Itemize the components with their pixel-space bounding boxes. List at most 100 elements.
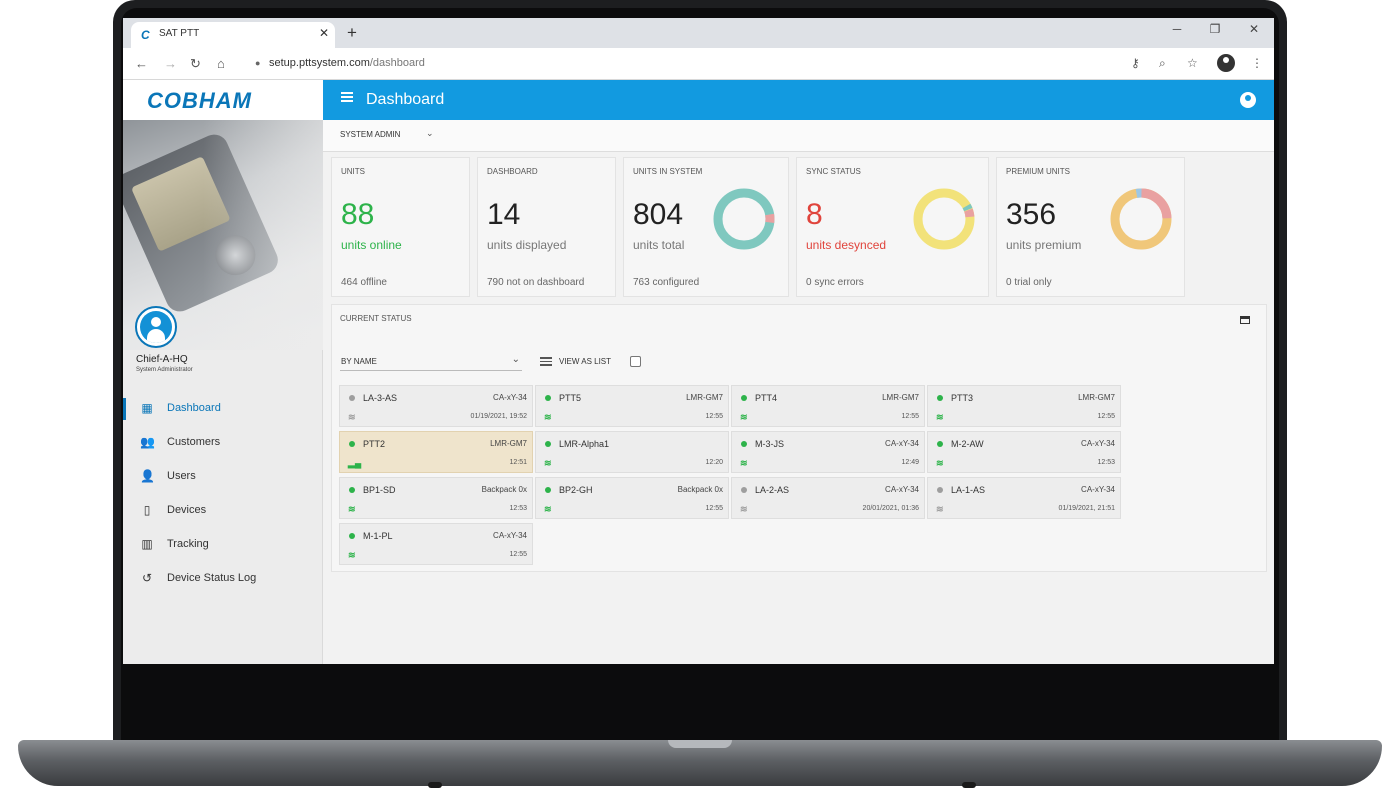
unit-time: 12:55 xyxy=(705,505,723,512)
sidebar-item-customers[interactable]: 👥 Customers xyxy=(123,426,323,460)
window-close-icon[interactable]: ✕ xyxy=(1248,22,1260,36)
unit-type: CA-xY-34 xyxy=(493,531,527,540)
reload-icon[interactable]: ↻ xyxy=(190,56,201,71)
kpi-footer: 790 not on dashboard xyxy=(487,277,585,288)
wifi-icon: ≋ xyxy=(740,504,748,514)
unit-type: Backpack 0x xyxy=(677,485,723,494)
device-icon: ▯ xyxy=(143,503,151,517)
unit-tile[interactable]: M-1-PL CA-xY-34 ≋ 12:55 xyxy=(339,523,533,565)
unit-tile[interactable]: LA-2-AS CA-xY-34 ≋ 20/01/2021, 01:36 xyxy=(731,477,925,519)
user-role: System Administrator xyxy=(136,367,193,373)
unit-tile[interactable]: PTT3 LMR-GM7 ≋ 12:55 xyxy=(927,385,1121,427)
sidebar-item-device-status-log[interactable]: ↺ Device Status Log xyxy=(123,562,323,596)
maximize-panel-icon[interactable] xyxy=(1240,316,1250,324)
wifi-icon: ≋ xyxy=(936,412,944,422)
unit-type: CA-xY-34 xyxy=(493,393,527,402)
unit-tile[interactable]: BP2-GH Backpack 0x ≋ 12:55 xyxy=(535,477,729,519)
kpi-value: 88 xyxy=(341,198,375,231)
status-dot-icon xyxy=(741,395,747,401)
avatar[interactable] xyxy=(135,306,177,348)
view-as-list-label: VIEW AS LIST xyxy=(559,357,612,366)
sidebar-item-label: Users xyxy=(167,470,196,482)
wifi-icon: ≋ xyxy=(936,458,944,468)
app-header: Dashboard xyxy=(323,80,1274,120)
new-tab-button[interactable]: + xyxy=(347,23,357,42)
current-status-panel: CURRENT STATUS BY NAME ⌄ VIEW AS LIST LA… xyxy=(331,304,1267,572)
menu-icon[interactable] xyxy=(341,92,353,102)
unit-tile[interactable]: LA-3-AS CA-xY-34 ≋ 01/19/2021, 19:52 xyxy=(339,385,533,427)
unit-time: 12:55 xyxy=(509,551,527,558)
kpi-title: SYNC STATUS xyxy=(806,167,861,176)
unit-name: BP2-GH xyxy=(559,485,593,495)
forward-icon[interactable]: → xyxy=(164,56,177,71)
sidebar-item-users[interactable]: 👤 Users xyxy=(123,460,323,494)
unit-tile[interactable]: PTT4 LMR-GM7 ≋ 12:55 xyxy=(731,385,925,427)
key-icon[interactable]: ⚷ xyxy=(1131,56,1140,70)
unit-name: PTT3 xyxy=(951,393,974,403)
dashboard-icon: ▦ xyxy=(141,401,153,415)
unit-time: 12:55 xyxy=(1097,413,1115,420)
customers-icon: 👥 xyxy=(140,435,155,449)
kpi-value: 8 xyxy=(806,198,823,231)
wifi-icon: ≋ xyxy=(740,458,748,468)
unit-name: M-1-PL xyxy=(363,531,393,541)
sidebar-nav: ▦ Dashboard 👥 Customers 👤 Users ▯ Device… xyxy=(123,392,323,596)
unit-tile[interactable]: M-3-JS CA-xY-34 ≋ 12:49 xyxy=(731,431,925,473)
unit-time: 12:53 xyxy=(509,505,527,512)
wifi-icon: ≋ xyxy=(348,504,356,514)
sort-select[interactable]: BY NAME ⌄ xyxy=(340,353,522,371)
lock-icon: ● xyxy=(255,58,261,68)
profile-icon[interactable] xyxy=(1217,54,1235,72)
sidebar-item-label: Dashboard xyxy=(167,402,221,414)
minimize-icon[interactable]: ─ xyxy=(1172,22,1182,36)
status-dot-icon xyxy=(545,487,551,493)
unit-type: LMR-GM7 xyxy=(490,439,527,448)
laptop-foot xyxy=(428,782,442,788)
unit-tile[interactable]: LA-1-AS CA-xY-34 ≋ 01/19/2021, 21:51 xyxy=(927,477,1121,519)
maximize-icon[interactable]: ❐ xyxy=(1209,22,1221,36)
brand-logo[interactable]: COBHAM xyxy=(123,80,323,120)
wifi-icon: ≋ xyxy=(348,412,356,422)
laptop-notch xyxy=(668,740,732,748)
sort-label: BY NAME xyxy=(341,357,377,366)
kpi-footer: 763 configured xyxy=(633,277,700,288)
unit-tile[interactable]: PTT5 LMR-GM7 ≋ 12:55 xyxy=(535,385,729,427)
unit-time: 12:55 xyxy=(901,413,919,420)
kpi-caption: units online xyxy=(341,238,402,252)
url-field[interactable]: setup.pttsystem.com/dashboard xyxy=(269,57,425,69)
home-icon[interactable]: ⌂ xyxy=(217,56,225,71)
view-as-list-checkbox[interactable] xyxy=(630,356,641,367)
back-icon[interactable]: ← xyxy=(135,56,148,71)
role-select[interactable]: SYSTEM ADMIN xyxy=(340,130,401,139)
sidebar-item-label: Tracking xyxy=(167,538,209,550)
unit-tile[interactable]: LMR-Alpha1 ≋ 12:20 xyxy=(535,431,729,473)
account-icon[interactable] xyxy=(1240,92,1256,108)
unit-type: CA-xY-34 xyxy=(1081,439,1115,448)
kpi-value: 14 xyxy=(487,198,521,231)
unit-name: BP1-SD xyxy=(363,485,396,495)
status-dot-icon xyxy=(545,441,551,447)
kebab-menu-icon[interactable]: ⋮ xyxy=(1251,56,1263,70)
sidebar-item-devices[interactable]: ▯ Devices xyxy=(123,494,323,528)
kpi-footer: 0 trial only xyxy=(1006,277,1052,288)
unit-time: 01/19/2021, 21:51 xyxy=(1058,505,1115,512)
zoom-icon[interactable]: ⌕ xyxy=(1159,56,1166,70)
unit-time: 12:20 xyxy=(705,459,723,466)
unit-tile[interactable]: BP1-SD Backpack 0x ≋ 12:53 xyxy=(339,477,533,519)
chevron-down-icon[interactable]: ⌄ xyxy=(426,128,434,138)
kpi-footer: 0 sync errors xyxy=(806,277,864,288)
laptop-foot xyxy=(962,782,976,788)
sidebar-item-tracking[interactable]: ▥ Tracking xyxy=(123,528,323,562)
sidebar-item-dashboard[interactable]: ▦ Dashboard xyxy=(123,392,323,426)
favicon-icon: C xyxy=(141,28,150,42)
unit-time: 12:51 xyxy=(509,459,527,466)
close-tab-icon[interactable]: ✕ xyxy=(318,26,329,40)
unit-tile[interactable]: PTT2 LMR-GM7 ▂▄ 12:51 xyxy=(339,431,533,473)
browser-tab[interactable]: C SAT PTT ✕ xyxy=(131,22,335,48)
address-bar: ← → ↻ ⌂ ● setup.pttsystem.com/dashboard … xyxy=(123,48,1274,80)
unit-tile[interactable]: M-2-AW CA-xY-34 ≋ 12:53 xyxy=(927,431,1121,473)
unit-time: 12:49 xyxy=(901,459,919,466)
sidebar: COBHAM Chief-A-HQ System Administrator ▦ xyxy=(123,80,323,664)
star-icon[interactable]: ☆ xyxy=(1187,56,1198,70)
unit-name: M-2-AW xyxy=(951,439,984,449)
